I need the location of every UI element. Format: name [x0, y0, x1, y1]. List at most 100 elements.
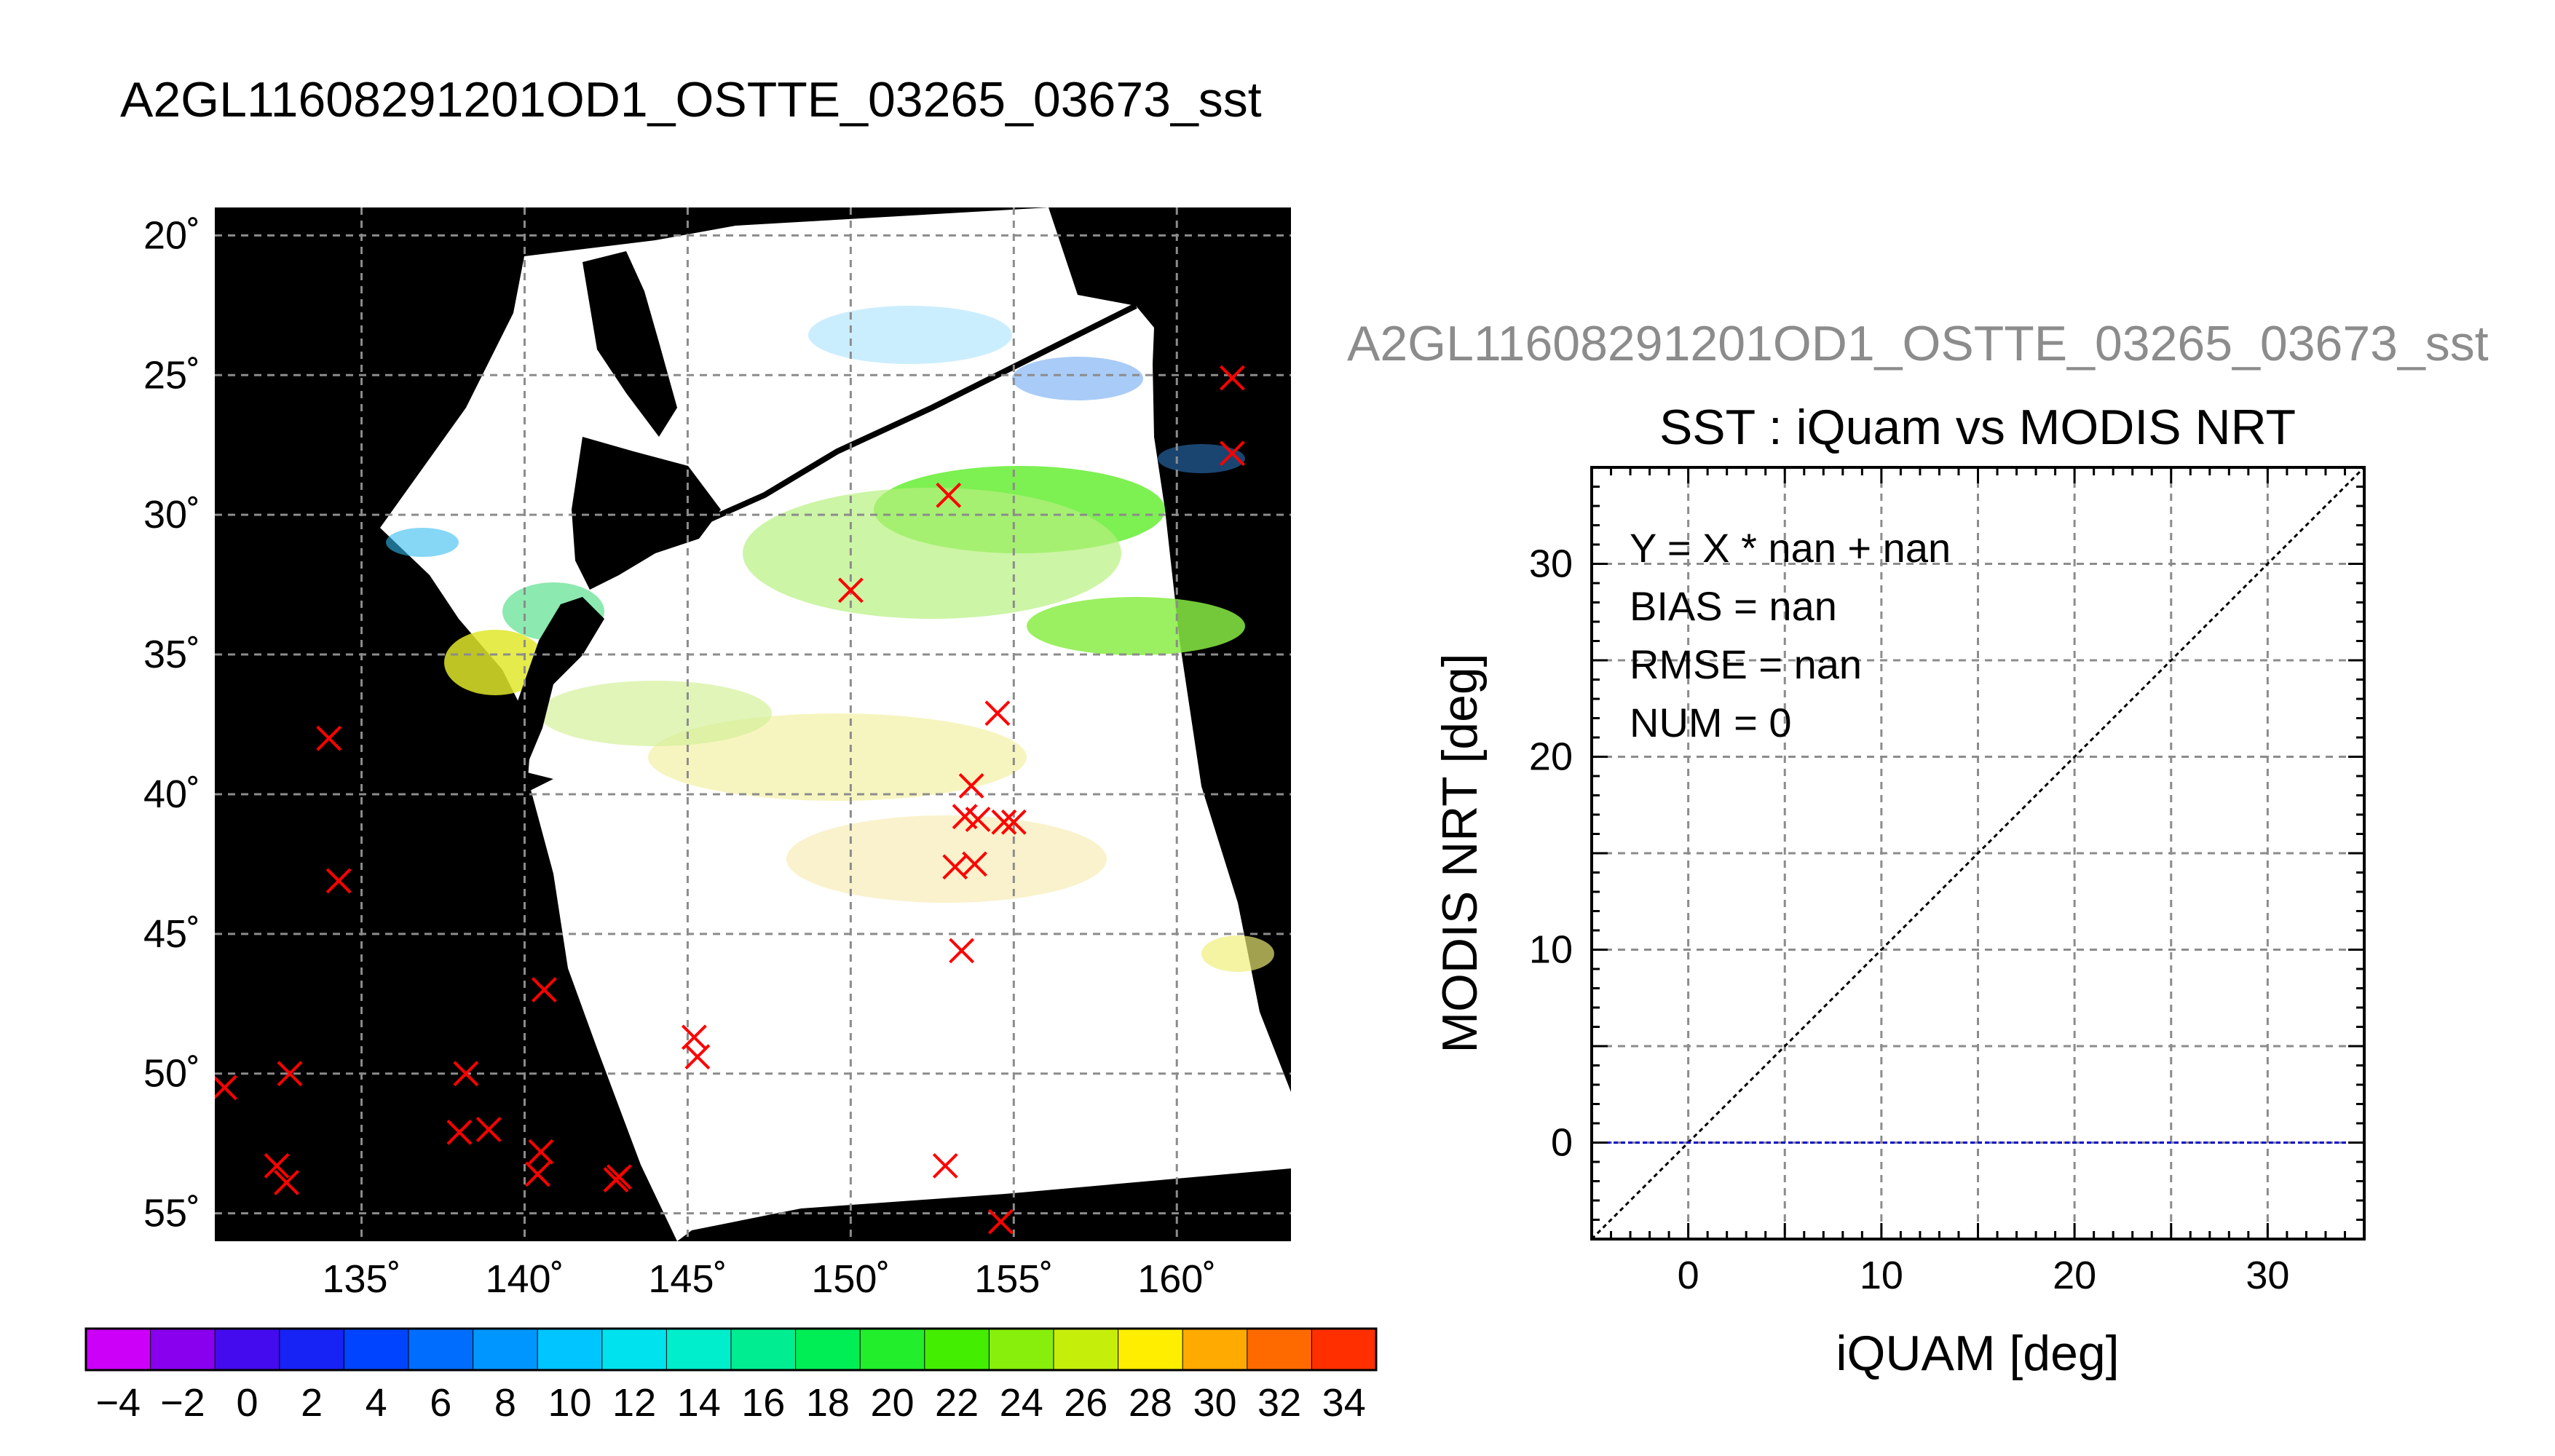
colorbar-tick-label: −4: [96, 1381, 141, 1425]
scatter-x-tick-label: 10: [1860, 1254, 1903, 1297]
observation-marker: [475, 1117, 502, 1142]
observation-marker: [1219, 365, 1245, 391]
colorbar-cell: [279, 1328, 345, 1371]
marker-stroke: [952, 804, 978, 830]
marker-stroke: [837, 577, 864, 604]
lon-tick-label: 160˚: [1137, 1257, 1216, 1301]
marker-stroke: [606, 1164, 632, 1190]
lat-tick-labels: 55˚ 50˚ 45˚ 40˚ 35˚ 30˚ 25˚ 20˚: [143, 213, 200, 1235]
observation-marker: [215, 1075, 237, 1101]
colorbar-tick-label: −2: [160, 1381, 205, 1425]
sst-patch: [808, 306, 1012, 364]
lat-tick-label: 40˚: [143, 772, 200, 816]
colorbar-tick-label: 28: [1129, 1381, 1172, 1425]
observation-marker: [274, 1169, 299, 1195]
lat-tick-label: 25˚: [143, 353, 200, 397]
observation-marker: [837, 577, 864, 604]
scatter-y-axis-label: MODIS NRT [deg]: [1432, 653, 1488, 1053]
colorbar-cell: [1053, 1328, 1119, 1371]
marker-stroke: [264, 1152, 290, 1179]
colorbar-tick-label: 8: [494, 1381, 516, 1425]
land-kurils: [698, 303, 1137, 527]
colorbar-cell: [343, 1328, 409, 1371]
map-panel: 55˚ 50˚ 45˚ 40˚ 35˚ 30˚ 25˚ 20˚ 135˚ 140˚ 145˚ 150…: [143, 207, 1291, 1301]
scatter-x-tick-label: 20: [2053, 1254, 2096, 1297]
scatter-panel: 0 10 20 30 0 10 20 30 Y = X * nan + nan BIAS =…: [1432, 466, 2366, 1381]
colorbar-cell: [1118, 1328, 1184, 1371]
lat-tick-label: 55˚: [143, 1192, 200, 1235]
colorbar-cell: [666, 1328, 732, 1371]
colorbar-cell: [150, 1328, 216, 1371]
marker-series: [215, 365, 1245, 1235]
observation-marker: [958, 773, 984, 799]
marker-stroke: [215, 1075, 237, 1100]
lat-tick-label: 30˚: [143, 493, 200, 537]
observation-marker: [531, 977, 557, 1003]
lon-tick-label: 150˚: [811, 1257, 890, 1301]
land-honshu: [510, 597, 604, 794]
marker-stroke: [524, 1161, 550, 1187]
stats-annotations: Y = X * nan + nan BIAS = nan RMSE = nan …: [1630, 525, 1951, 745]
observation-marker: [1000, 809, 1027, 835]
scatter-x-tick-label: 30: [2246, 1254, 2289, 1297]
marker-stroke: [932, 1152, 958, 1179]
colorbar-tick-label: 6: [430, 1381, 451, 1425]
scatter-x-tick-label: 0: [1678, 1254, 1699, 1297]
colorbar-cell: [730, 1328, 797, 1371]
observation-marker: [987, 1208, 1014, 1235]
colorbar-cell: [85, 1328, 151, 1371]
observation-marker: [277, 1061, 303, 1087]
observation-marker: [949, 938, 975, 964]
observation-marker: [528, 1139, 554, 1165]
marker-stroke: [949, 938, 975, 964]
colorbar-tick-label: 18: [806, 1381, 850, 1425]
sst-patches: [386, 306, 1274, 972]
lat-tick-label: 20˚: [143, 213, 200, 257]
marker-stroke: [936, 482, 962, 508]
lon-tick-label: 155˚: [974, 1257, 1053, 1301]
marker-stroke: [446, 1119, 473, 1145]
colorbar-cell: [408, 1328, 474, 1371]
colorbar-tick-label: 30: [1193, 1381, 1236, 1425]
marker-stroke: [277, 1061, 303, 1087]
marker-stroke: [984, 700, 1011, 727]
sst-patch: [1158, 444, 1245, 473]
sst-patch: [444, 630, 546, 695]
map-grid: [215, 207, 1291, 1241]
observation-marker: [932, 1152, 958, 1179]
observation-marker: [325, 868, 352, 894]
marker-stroke: [325, 868, 352, 894]
colorbar-tick-label: 24: [1000, 1381, 1043, 1425]
sst-patch: [539, 681, 772, 746]
num-value: NUM = 0: [1630, 700, 1792, 745]
one-to-one-line: [1592, 467, 2364, 1239]
observation-marker: [264, 1152, 290, 1179]
land-hokkaido: [572, 437, 721, 590]
colorbar-tick-label: 34: [1322, 1381, 1366, 1425]
sst-patch: [1012, 357, 1143, 400]
scatter-y-tick-label: 20: [1529, 735, 1573, 779]
observation-marker: [606, 1164, 632, 1190]
observation-marker: [965, 807, 991, 832]
colorbar-tick-label: 20: [870, 1381, 914, 1425]
lat-tick-label: 35˚: [143, 633, 200, 676]
sst-patch: [648, 713, 1027, 801]
observation-marker: [684, 1044, 711, 1070]
observation-marker: [984, 700, 1011, 727]
scatter-y-tick-label: 10: [1529, 928, 1573, 972]
colorbar-cell: [1311, 1328, 1378, 1371]
marker-stroke: [475, 1117, 502, 1142]
marker-stroke: [531, 977, 557, 1003]
marker-stroke: [962, 851, 987, 877]
marker-stroke: [528, 1139, 554, 1165]
colorbar-cell: [1247, 1328, 1313, 1371]
marker-stroke: [942, 854, 968, 880]
observation-marker: [316, 725, 342, 751]
observation-marker: [936, 482, 962, 508]
lon-tick-label: 145˚: [648, 1257, 727, 1301]
marker-stroke: [1219, 440, 1245, 467]
scatter-x-axis-label: iQUAM [deg]: [1836, 1326, 2119, 1381]
marker-stroke: [684, 1044, 711, 1070]
fit-equation: Y = X * nan + nan: [1630, 525, 1951, 571]
